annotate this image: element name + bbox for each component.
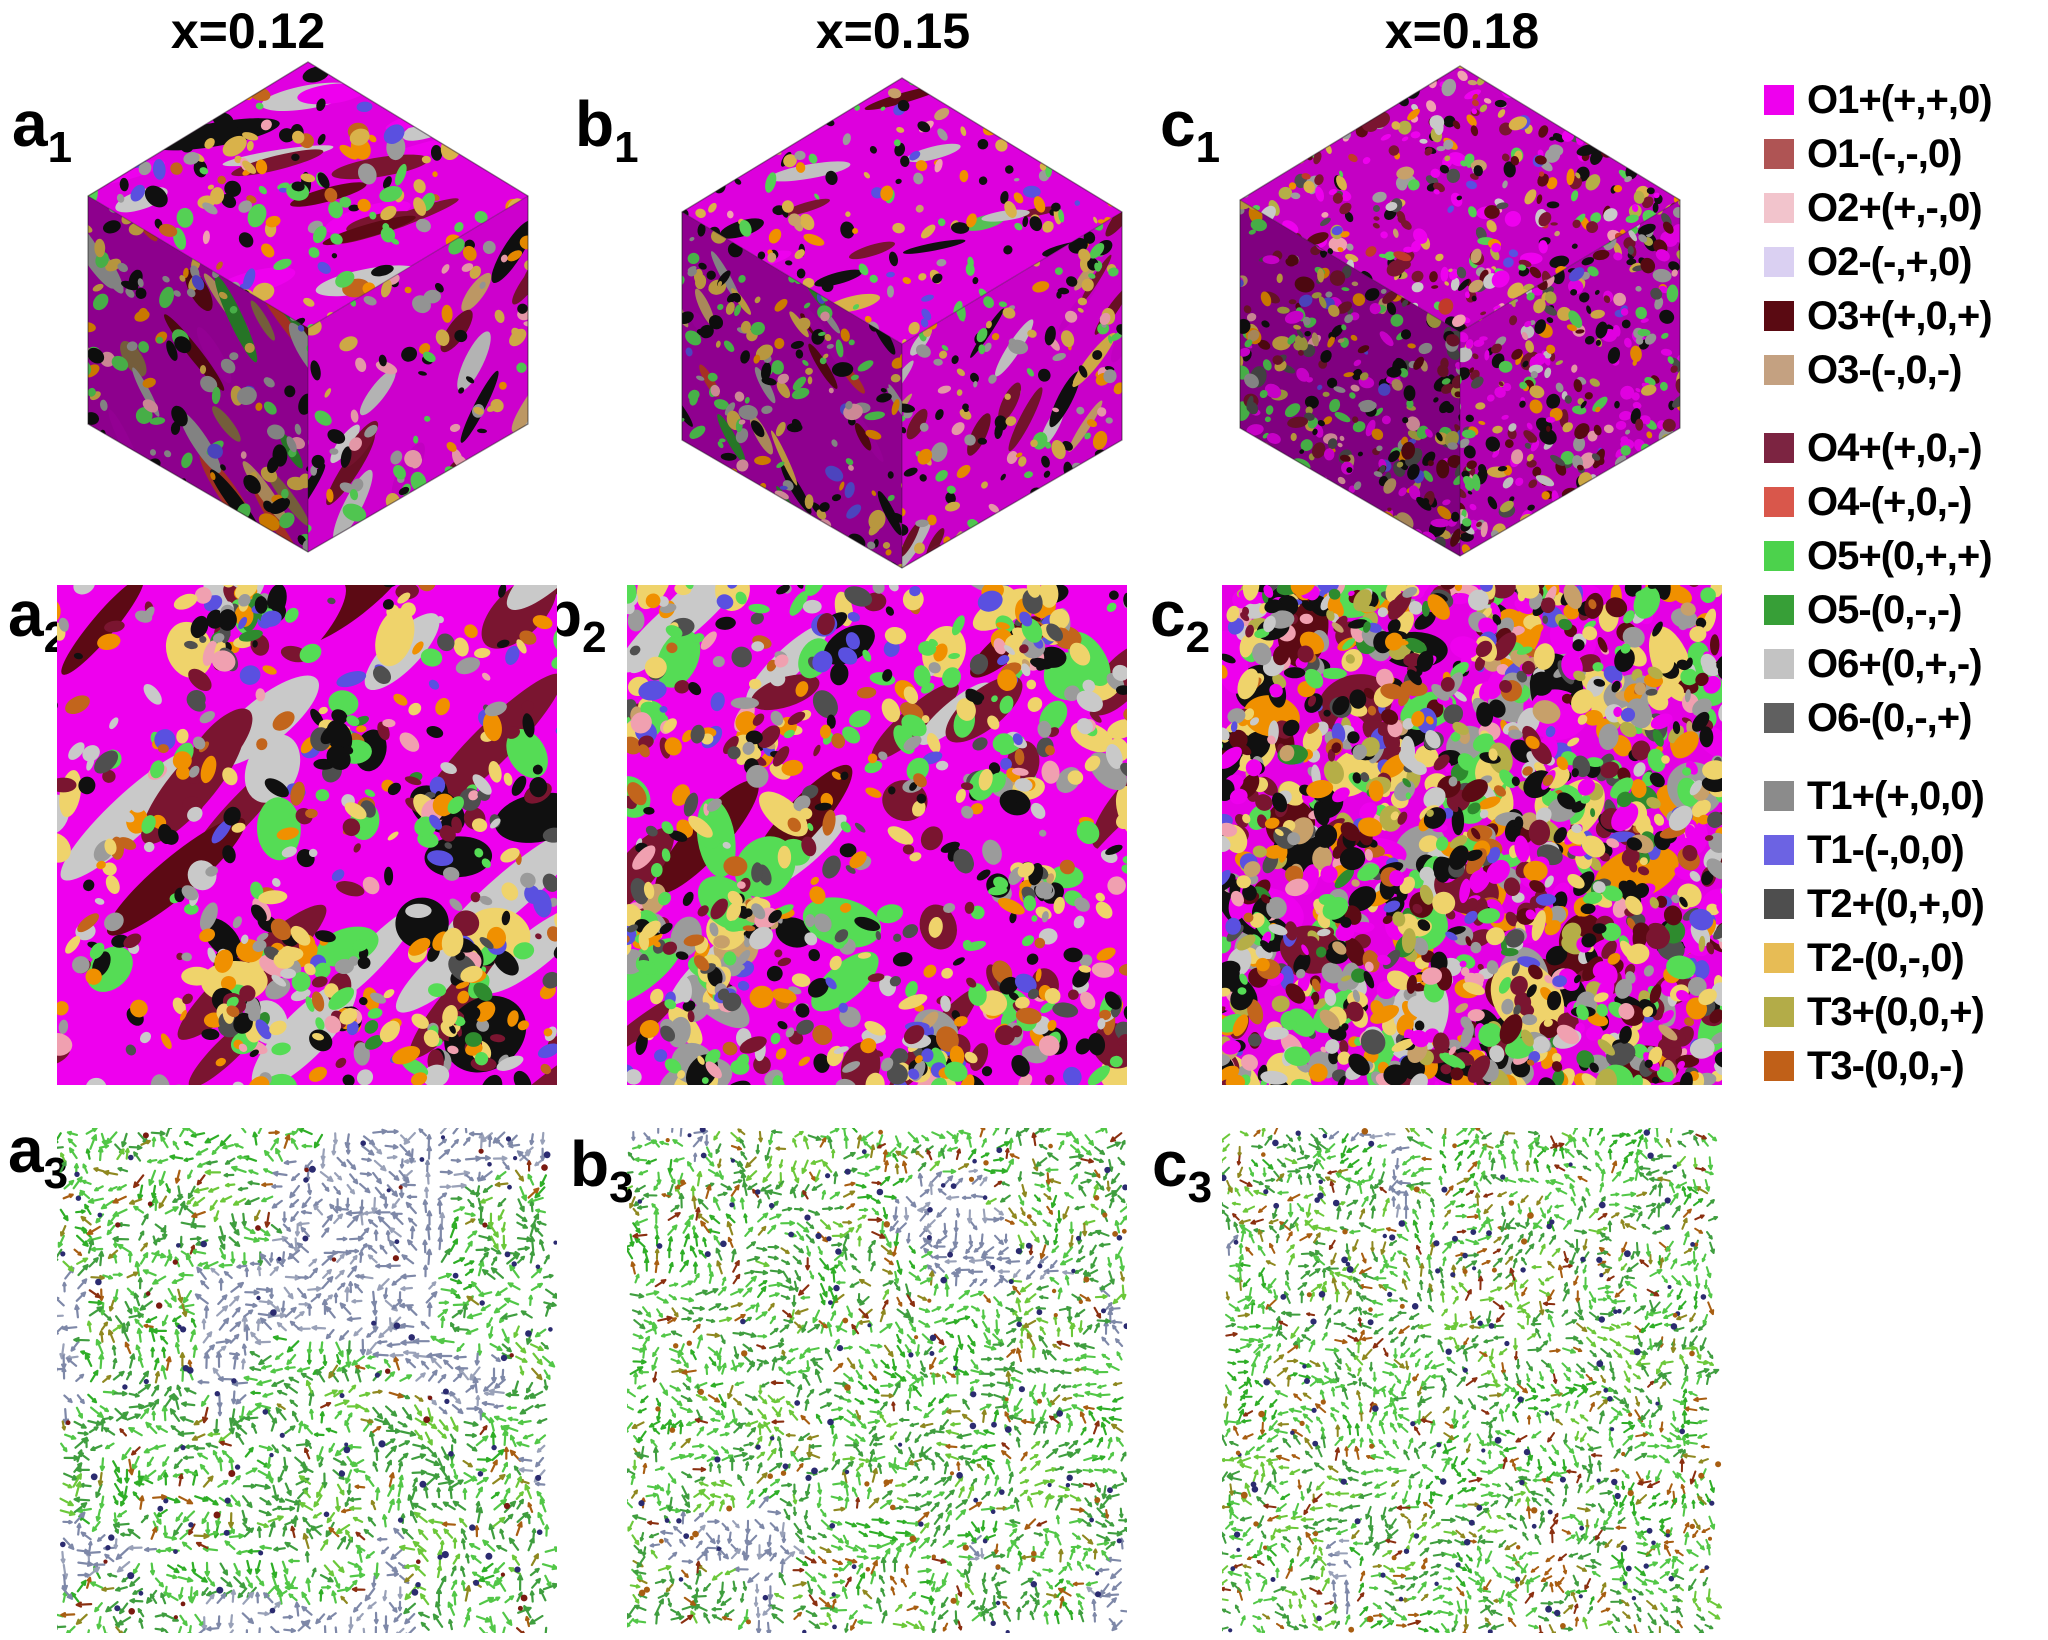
legend-item: T1-(-,0,0): [1764, 823, 2048, 877]
legend-label: O3-(-,0,-): [1807, 347, 1962, 392]
legend-label: O5+(0,+,+): [1807, 533, 1993, 578]
legend-swatch: [1764, 1051, 1794, 1081]
panel-label-b3: b3: [570, 1128, 634, 1212]
legend-item: O6-(0,-,+): [1764, 691, 2048, 745]
legend-item: O5-(0,-,-): [1764, 583, 2048, 637]
legend-label: T2+(0,+,0): [1807, 881, 1985, 926]
legend-item: T1+(+,0,0): [1764, 769, 2048, 823]
legend-item: O3+(+,0,+): [1764, 289, 2048, 343]
legend-label: O4+(+,0,-): [1807, 425, 1983, 470]
panel-b3-polarization-vector-field: [627, 1128, 1127, 1633]
column-title-x012: x=0.12: [170, 3, 326, 59]
legend-swatch: [1764, 301, 1794, 331]
panel-label-c1: c1: [1160, 88, 1221, 172]
panel-label-a3: a3: [8, 1114, 69, 1198]
legend-swatch: [1764, 889, 1794, 919]
legend-item: T3+(0,0,+): [1764, 985, 2048, 1039]
legend-swatch: [1764, 85, 1794, 115]
panel-c2-domain-cross-section: [1222, 585, 1722, 1085]
panel-a3-polarization-vector-field: [57, 1128, 557, 1633]
panel-c3-polarization-vector-field: [1222, 1128, 1722, 1633]
legend-swatch: [1764, 649, 1794, 679]
legend-swatch: [1764, 835, 1794, 865]
legend-swatch: [1764, 193, 1794, 223]
legend-label: O6+(0,+,-): [1807, 641, 1983, 686]
legend-label: O2-(-,+,0): [1807, 239, 1972, 284]
domain-variant-legend: O1+(+,+,0) O1-(-,-,0) O2+(+,-,0) O2-(-,+,0)…: [1764, 73, 2048, 1093]
legend-item: O1-(-,-,0): [1764, 127, 2048, 181]
panel-label-c2: c2: [1150, 578, 1211, 662]
legend-label: O1+(+,+,0): [1807, 77, 1993, 122]
panel-a2-domain-cross-section: [57, 585, 557, 1085]
legend-swatch: [1764, 997, 1794, 1027]
legend-label: T2-(0,-,0): [1807, 935, 1965, 980]
legend-item: O4+(+,0,-): [1764, 421, 2048, 475]
legend-group-0: O1+(+,+,0) O1-(-,-,0) O2+(+,-,0) O2-(-,+,0)…: [1764, 73, 2048, 397]
legend-item: O2-(-,+,0): [1764, 235, 2048, 289]
legend-group-1: O4+(+,0,-) O4-(+,0,-) O5+(0,+,+) O5-(0,-,-)…: [1764, 421, 2048, 745]
panel-label-a1: a1: [12, 88, 73, 172]
legend-swatch: [1764, 541, 1794, 571]
legend-group-2: T1+(+,0,0) T1-(-,0,0) T2+(0,+,0) T2-(0,-,0)…: [1764, 769, 2048, 1093]
legend-item: T2-(0,-,0): [1764, 931, 2048, 985]
legend-swatch: [1764, 247, 1794, 277]
legend-item: O3-(-,0,-): [1764, 343, 2048, 397]
legend-item: T2+(0,+,0): [1764, 877, 2048, 931]
legend-item: O6+(0,+,-): [1764, 637, 2048, 691]
legend-label: O2+(+,-,0): [1807, 185, 1983, 230]
column-title-x015: x=0.15: [815, 3, 971, 59]
column-title-x018: x=0.18: [1384, 3, 1540, 59]
legend-swatch: [1764, 433, 1794, 463]
panel-label-b1: b1: [575, 88, 639, 172]
legend-swatch: [1764, 943, 1794, 973]
legend-label: T1-(-,0,0): [1807, 827, 1965, 872]
legend-label: T3-(0,0,-): [1807, 1043, 1965, 1088]
legend-label: T3+(0,0,+): [1807, 989, 1985, 1034]
legend-item: O4-(+,0,-): [1764, 475, 2048, 529]
legend-label: T1+(+,0,0): [1807, 773, 1985, 818]
legend-swatch: [1764, 595, 1794, 625]
legend-label: O4-(+,0,-): [1807, 479, 1972, 524]
panel-b1-3d-domain-cube: [667, 72, 1137, 572]
legend-item: T3-(0,0,-): [1764, 1039, 2048, 1093]
legend-item: O5+(0,+,+): [1764, 529, 2048, 583]
panel-label-c3: c3: [1152, 1128, 1213, 1212]
panel-b2-domain-cross-section: [627, 585, 1127, 1085]
legend-swatch: [1764, 781, 1794, 811]
legend-item: O2+(+,-,0): [1764, 181, 2048, 235]
legend-swatch: [1764, 487, 1794, 517]
legend-label: O1-(-,-,0): [1807, 131, 1962, 176]
panel-a1-3d-domain-cube: [73, 56, 543, 556]
legend-swatch: [1764, 355, 1794, 385]
legend-label: O5-(0,-,-): [1807, 587, 1962, 632]
legend-swatch: [1764, 139, 1794, 169]
legend-swatch: [1764, 703, 1794, 733]
legend-item: O1+(+,+,0): [1764, 73, 2048, 127]
panel-c1-3d-domain-cube: [1225, 60, 1695, 560]
legend-label: O6-(0,-,+): [1807, 695, 1972, 740]
legend-label: O3+(+,0,+): [1807, 293, 1993, 338]
